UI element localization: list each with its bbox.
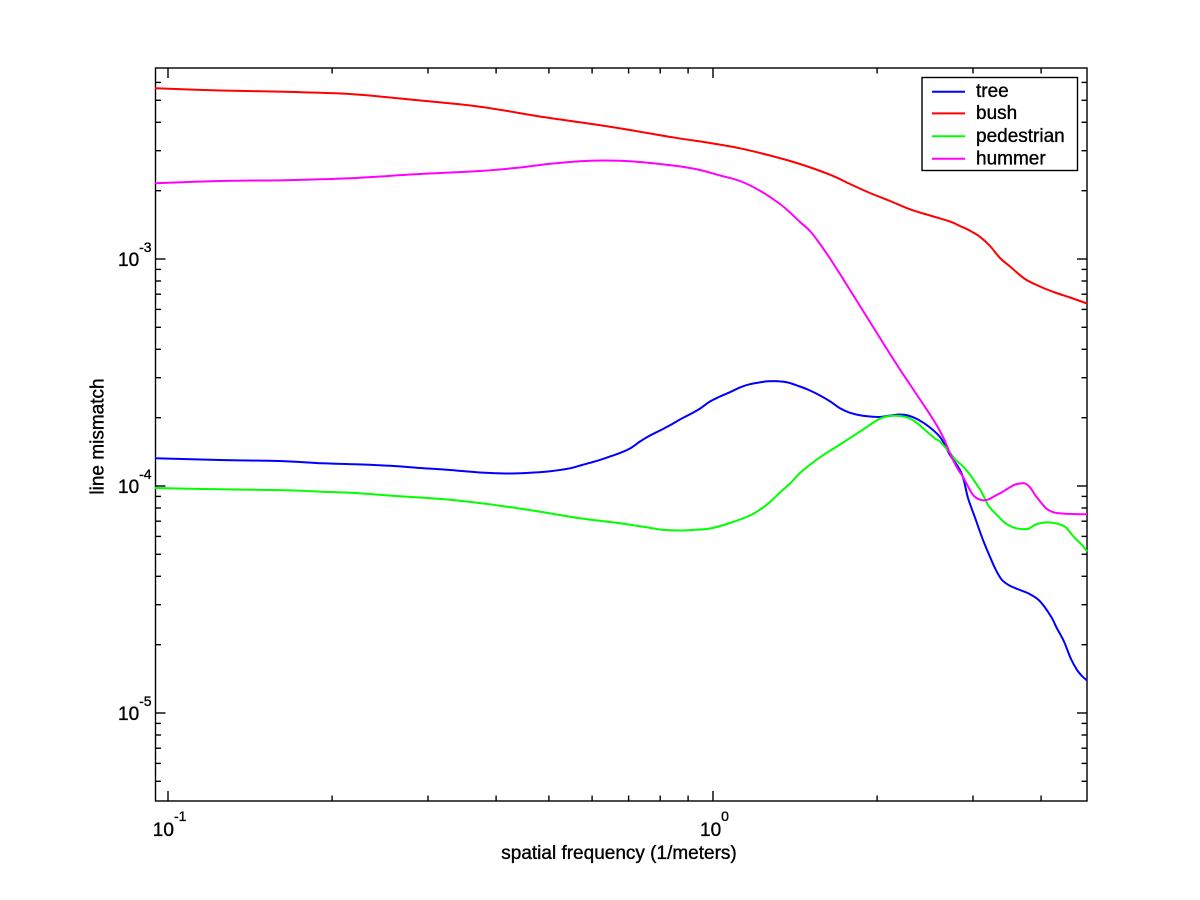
svg-text:pedestrian: pedestrian (976, 126, 1065, 147)
svg-text:bush: bush (976, 103, 1017, 124)
svg-text:spatial frequency (1/meters): spatial frequency (1/meters) (501, 843, 737, 864)
svg-text:line mismatch: line mismatch (87, 378, 108, 494)
svg-text:tree: tree (976, 81, 1009, 102)
svg-text:hummer: hummer (976, 148, 1046, 169)
